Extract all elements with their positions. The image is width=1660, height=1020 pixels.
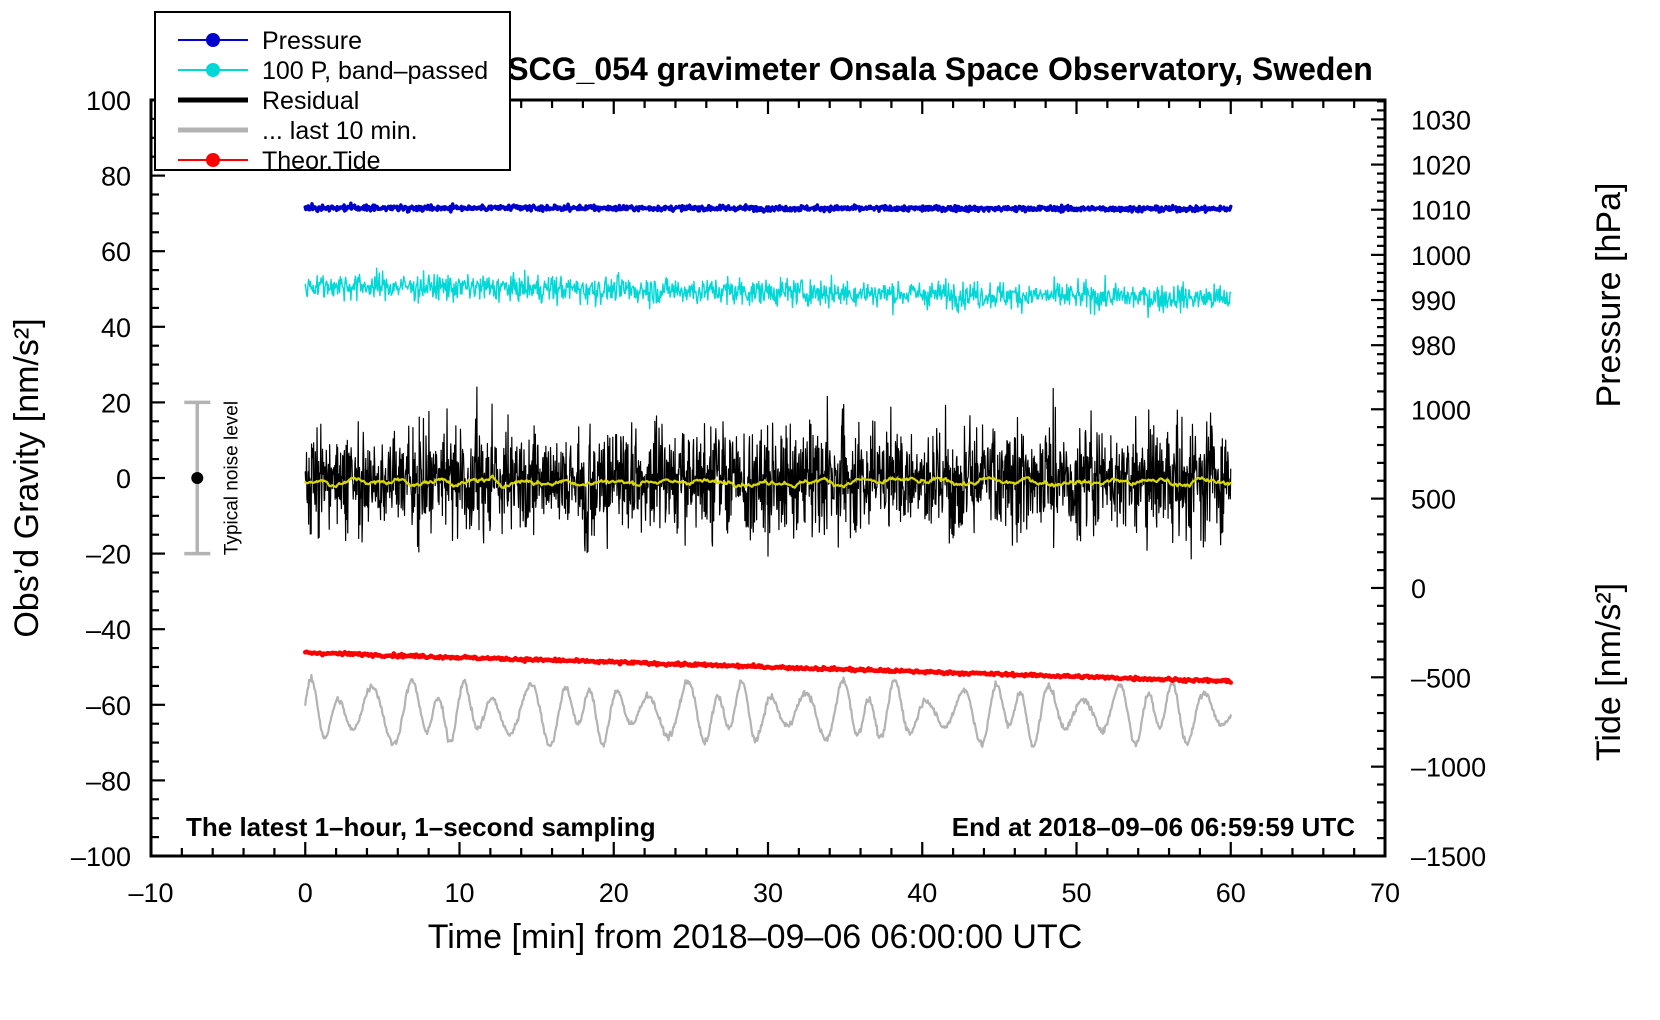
noise-center-dot (191, 472, 204, 484)
legend-marker (206, 63, 220, 77)
legend-item-1: 100 P, band–passed (178, 57, 488, 85)
pressure-tick-label: 1030 (1411, 105, 1471, 135)
series-residual (304, 386, 1232, 560)
axes-layer: –10 0 10 20 30 40 50 60 70–100–80–60–40–20020406… (71, 86, 1486, 908)
y-tick-label: 40 (101, 313, 131, 343)
tide-axis-title: Tide [nm/s²] (1590, 583, 1628, 761)
typical-noise-level-annotation: Typical noise level (184, 400, 242, 556)
y-tick-label: 80 (101, 162, 131, 192)
y-tick-label: –80 (86, 766, 131, 796)
pressure-tick-label: 1010 (1411, 196, 1471, 226)
pressure-tick-label: 980 (1411, 331, 1456, 361)
legend-item-0: Pressure (178, 27, 362, 55)
x-axis-title: Time [min] from 2018–09–06 06:00:00 UTC (428, 918, 1083, 956)
y-tick-label: 100 (86, 86, 131, 116)
y-tick-label: 60 (101, 237, 131, 267)
tide-tick-label: 0 (1411, 574, 1426, 604)
x-tick-label: 50 (1061, 878, 1091, 908)
series-theoretical-tide (303, 649, 1233, 685)
series-pressure (303, 201, 1233, 214)
tide-tick-label: 1000 (1411, 395, 1471, 425)
y-tick-label: 0 (116, 464, 131, 494)
legend-label: Residual (262, 87, 359, 115)
y-axis-title: Obs’d Gravity [nm/s²] (8, 318, 46, 637)
series-pressure-bandpassed (304, 267, 1232, 319)
legend-marker (206, 33, 220, 47)
legend-item-4: Theor.Tide (178, 147, 381, 175)
tide-tick-label: –1500 (1411, 842, 1486, 872)
legend-marker (206, 153, 220, 167)
y-tick-label: –40 (86, 615, 131, 645)
chart-title: SCG_054 gravimeter Onsala Space Observat… (507, 51, 1373, 87)
end-time-note: End at 2018–09–06 06:59:59 UTC (952, 812, 1355, 842)
legend-label: Pressure (262, 27, 362, 55)
sampling-note: The latest 1–hour, 1–second sampling (186, 812, 656, 842)
x-tick-label: 70 (1370, 878, 1400, 908)
legend-label: ... last 10 min. (262, 117, 418, 145)
tide-tick-label: 500 (1411, 485, 1456, 515)
x-tick-label: 20 (599, 878, 629, 908)
x-tick-label: 40 (907, 878, 937, 908)
pressure-tick-label: 1020 (1411, 151, 1471, 181)
pressure-tick-label: 990 (1411, 286, 1456, 316)
legend-item-2: Residual (178, 87, 359, 115)
x-tick-label: 0 (298, 878, 313, 908)
tide-tick-label: –500 (1411, 663, 1471, 693)
x-tick-label: 30 (753, 878, 783, 908)
y-tick-label: –100 (71, 842, 131, 872)
y-tick-label: 20 (101, 388, 131, 418)
typical-noise-level-label: Typical noise level (221, 401, 242, 555)
y-tick-label: –20 (86, 540, 131, 570)
pressure-axis-title: Pressure [hPa] (1590, 183, 1628, 408)
x-tick-label: –10 (128, 878, 173, 908)
legend-item-3: ... last 10 min. (178, 117, 418, 145)
series-layer (303, 201, 1233, 748)
legend-label: Theor.Tide (262, 147, 381, 175)
tide-tick-label: –1000 (1411, 753, 1486, 783)
series-last-10-min (304, 673, 1232, 748)
pressure-tick-label: 1000 (1411, 241, 1471, 271)
series-residual-filtered (304, 474, 1232, 490)
x-tick-label: 10 (444, 878, 474, 908)
x-tick-label: 60 (1216, 878, 1246, 908)
y-tick-label: –60 (86, 691, 131, 721)
legend-label: 100 P, band–passed (262, 57, 488, 85)
